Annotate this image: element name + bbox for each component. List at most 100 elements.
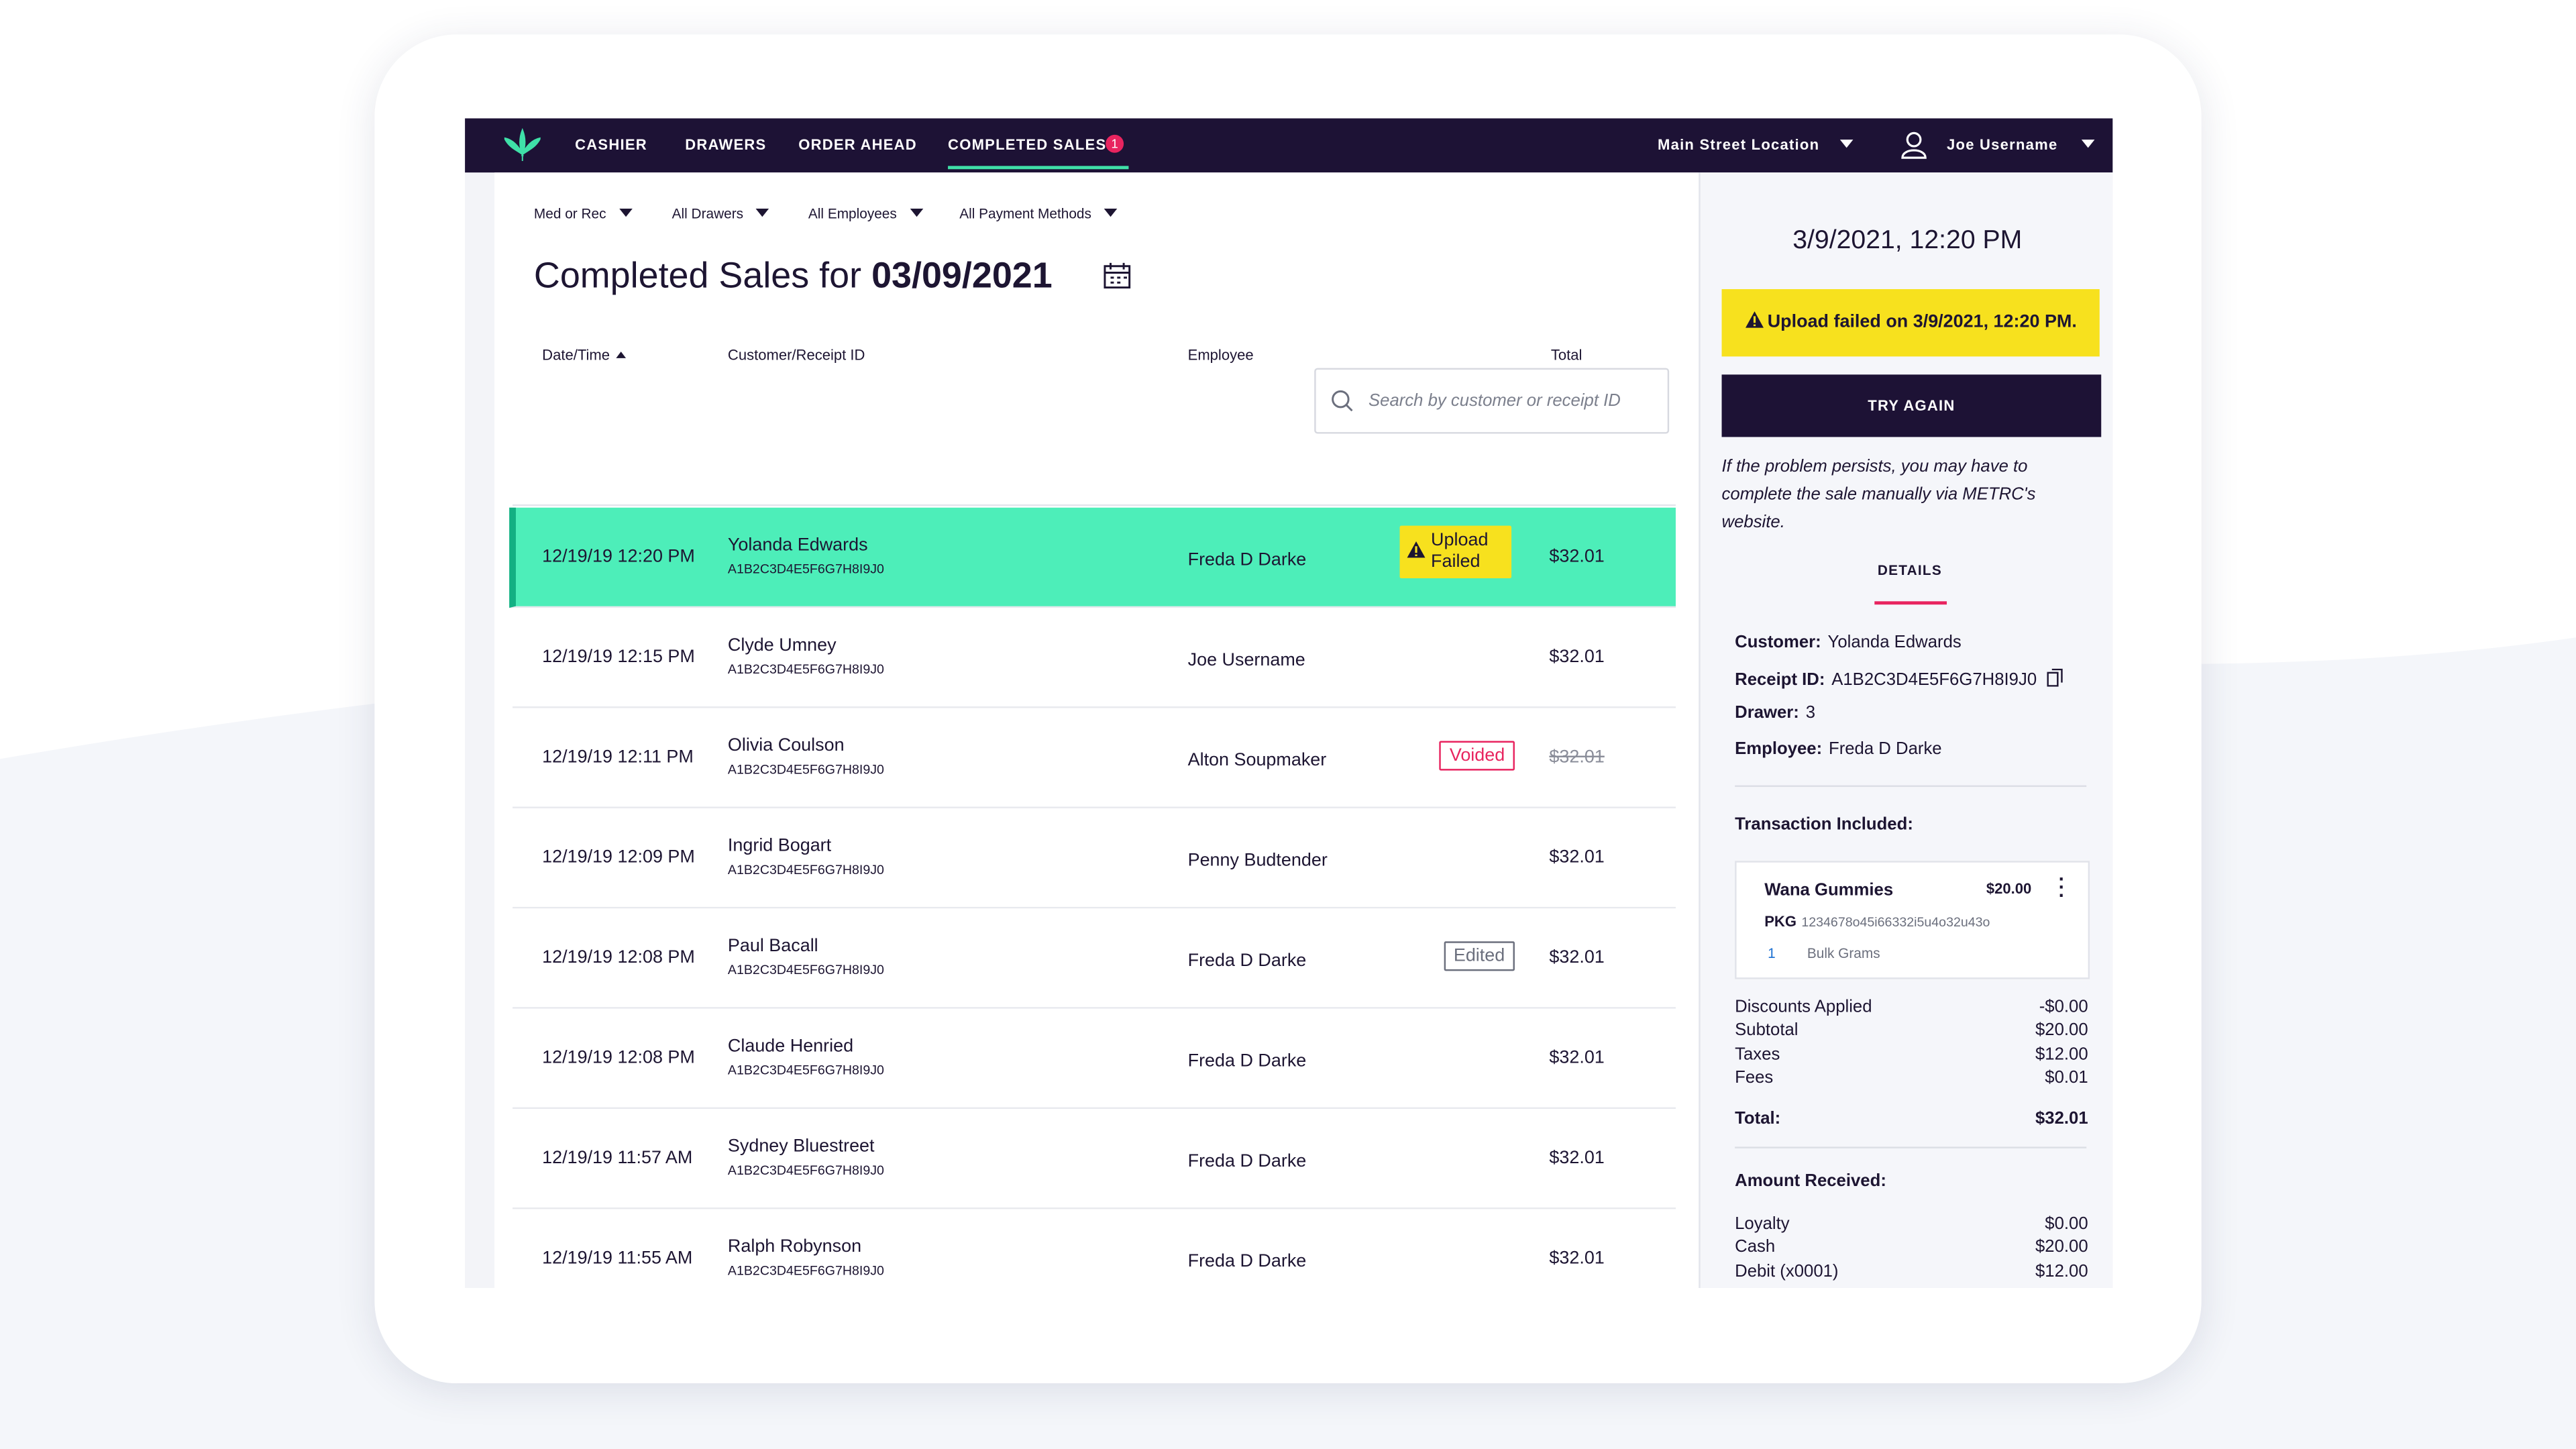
total-label: Total: [1735, 1109, 1781, 1129]
detail-value: Yolanda Edwards [1827, 632, 1962, 653]
copy-icon[interactable] [2046, 667, 2063, 686]
payment-label: Cash [1735, 1237, 1776, 1258]
item-pkg: PKG 1234678o45i66332i5u4o32u43o [1764, 914, 1990, 930]
column-header: Employee [1187, 346, 1254, 364]
divider [1735, 785, 2087, 788]
row-status: Edited [1444, 941, 1515, 971]
row-customer: Ralph Robynson [727, 1237, 862, 1257]
summary-value: $20.00 [2035, 1020, 2088, 1040]
column-header: Customer/Receipt ID [727, 346, 865, 364]
location-select[interactable]: Main Street Location [1658, 136, 1853, 153]
item-name: Wana Gummies [1764, 880, 1894, 901]
nav-active-underline [948, 166, 1129, 170]
detail-line: Customer: Yolanda Edwards [1735, 633, 1962, 652]
row-datetime: 12/19/19 12:15 PM [542, 647, 695, 667]
sale-row[interactable]: 12/19/19 12:08 PM Claude Henried A1B2C3D4E… [513, 1008, 1676, 1110]
summary-label: Taxes [1735, 1044, 1780, 1064]
navbar: CASHIER DRAWERS ORDER AHEAD COMPLETED SALES… [465, 118, 2113, 173]
row-datetime: 12/19/19 11:57 AM [542, 1148, 693, 1169]
filter-dropdown[interactable]: All Employees [808, 205, 923, 222]
row-total: $32.01 [1549, 547, 1605, 567]
row-datetime: 12/19/19 12:20 PM [542, 547, 695, 567]
filter-dropdown[interactable]: Med or Rec [534, 205, 633, 222]
detail-label: Drawer: [1735, 703, 1799, 724]
nav-badge: 1 [1106, 134, 1124, 153]
calendar-icon[interactable] [1102, 261, 1132, 290]
sales-list: Search by customer or receipt ID Complet… [494, 172, 1699, 1288]
amount-heading: Amount Received: [1735, 1171, 1886, 1191]
row-total: $32.01 [1549, 1048, 1605, 1068]
summary-label: Discounts Applied [1735, 997, 1872, 1017]
filter-dropdown[interactable]: All Payment Methods [959, 205, 1118, 222]
row-total: $32.01 [1549, 1248, 1605, 1269]
detail-line: Drawer: 3 [1735, 704, 1815, 723]
try-again-button[interactable]: TRY AGAIN [1721, 374, 2102, 437]
pkg-label: PKG [1764, 913, 1796, 930]
sale-row[interactable]: 12/19/19 12:09 PM Ingrid Bogart A1B2C3D4E5… [513, 808, 1676, 909]
nav-item[interactable]: CASHIER [575, 136, 647, 153]
row-receipt-id: A1B2C3D4E5F6G7H8I9J0 [727, 762, 884, 777]
detail-value: A1B2C3D4E5F6G7H8I9J0 [1831, 669, 2037, 690]
row-employee: Freda D Darke [1187, 550, 1307, 570]
row-total: $32.01 [1549, 647, 1605, 667]
row-datetime: 12/19/19 12:09 PM [542, 847, 695, 868]
row-employee: Penny Budtender [1187, 851, 1328, 871]
payment-value: $20.00 [2035, 1237, 2088, 1258]
sale-row[interactable]: 12/19/19 12:20 PM Yolanda Edwards A1B2C3D4… [509, 507, 1676, 608]
detail-value: Freda D Darke [1828, 739, 1942, 759]
summary-label: Subtotal [1735, 1020, 1799, 1040]
header-divider [513, 504, 1676, 506]
item-qty: 1 [1768, 945, 1776, 961]
column-header[interactable]: Date/Time [542, 347, 627, 363]
page-title: Completed Sales for 03/09/2021 [534, 255, 1053, 298]
sale-row[interactable]: 12/19/19 11:57 AM Sydney Bluestreet A1B2C3… [513, 1109, 1676, 1210]
row-customer: Ingrid Bogart [727, 836, 832, 856]
row-status: Upload Failed [1399, 525, 1512, 579]
item-unit: Bulk Grams [1807, 945, 1880, 961]
row-customer: Paul Bacall [727, 936, 818, 957]
user-icon[interactable] [1899, 129, 1929, 159]
summary-value: -$0.00 [2039, 997, 2088, 1017]
details-tab[interactable]: DETAILS [1877, 561, 1942, 579]
title-prefix: Completed Sales for [533, 254, 862, 296]
upload-alert: Upload failed on 3/9/2021, 12:20 PM. [1721, 289, 2100, 357]
row-employee: Freda D Darke [1187, 1252, 1307, 1272]
search-box[interactable]: Search by customer or receipt ID [1314, 368, 1670, 434]
row-receipt-id: A1B2C3D4E5F6G7H8I9J0 [727, 661, 884, 677]
nav-item[interactable]: DRAWERS [685, 136, 767, 153]
row-total: $32.01 [1549, 1148, 1605, 1169]
sale-row[interactable]: 12/19/19 12:08 PM Paul Bacall A1B2C3D4E5F6… [513, 908, 1676, 1009]
row-datetime: 12/19/19 12:08 PM [542, 948, 695, 968]
summary-value: $0.01 [2045, 1067, 2088, 1087]
payment-value: $0.00 [2045, 1214, 2088, 1234]
user-menu[interactable]: Joe Username [1947, 136, 2094, 153]
column-header: Total [1550, 346, 1582, 364]
title-date: 03/09/2021 [871, 254, 1053, 296]
item-menu[interactable]: · · · [2058, 867, 2065, 907]
row-employee: Freda D Darke [1187, 1051, 1307, 1071]
row-employee: Joe Username [1187, 650, 1305, 671]
nav-item[interactable]: ORDER AHEAD [798, 136, 917, 153]
row-total: $32.01 [1549, 948, 1605, 968]
detail-value: 3 [1805, 703, 1816, 724]
sale-row[interactable]: 12/19/19 12:15 PM Clyde Umney A1B2C3D4E5F6… [513, 608, 1676, 708]
row-customer: Clyde Umney [727, 635, 837, 656]
detail-label: Customer: [1735, 632, 1821, 653]
help-note: If the problem persists, you may have to… [1721, 456, 2036, 533]
tab-underline [1874, 601, 1947, 605]
row-receipt-id: A1B2C3D4E5F6G7H8I9J0 [727, 1163, 884, 1178]
row-receipt-id: A1B2C3D4E5F6G7H8I9J0 [727, 561, 884, 577]
total-value: $32.01 [2035, 1109, 2088, 1129]
nav-item[interactable]: COMPLETED SALES [948, 136, 1107, 153]
sale-row[interactable]: 12/19/19 11:55 AM Ralph Robynson A1B2C3D4E… [513, 1209, 1676, 1288]
payment-label: Loyalty [1735, 1214, 1790, 1234]
filter-dropdown[interactable]: All Drawers [672, 205, 770, 222]
row-datetime: 12/19/19 12:08 PM [542, 1048, 695, 1068]
sale-row[interactable]: 12/19/19 12:11 PM Olivia Coulson A1B2C3D4E… [513, 708, 1676, 808]
row-employee: Freda D Darke [1187, 1151, 1307, 1172]
row-customer: Claude Henried [727, 1036, 854, 1057]
row-receipt-id: A1B2C3D4E5F6G7H8I9J0 [727, 963, 884, 978]
search-icon [1332, 390, 1353, 412]
